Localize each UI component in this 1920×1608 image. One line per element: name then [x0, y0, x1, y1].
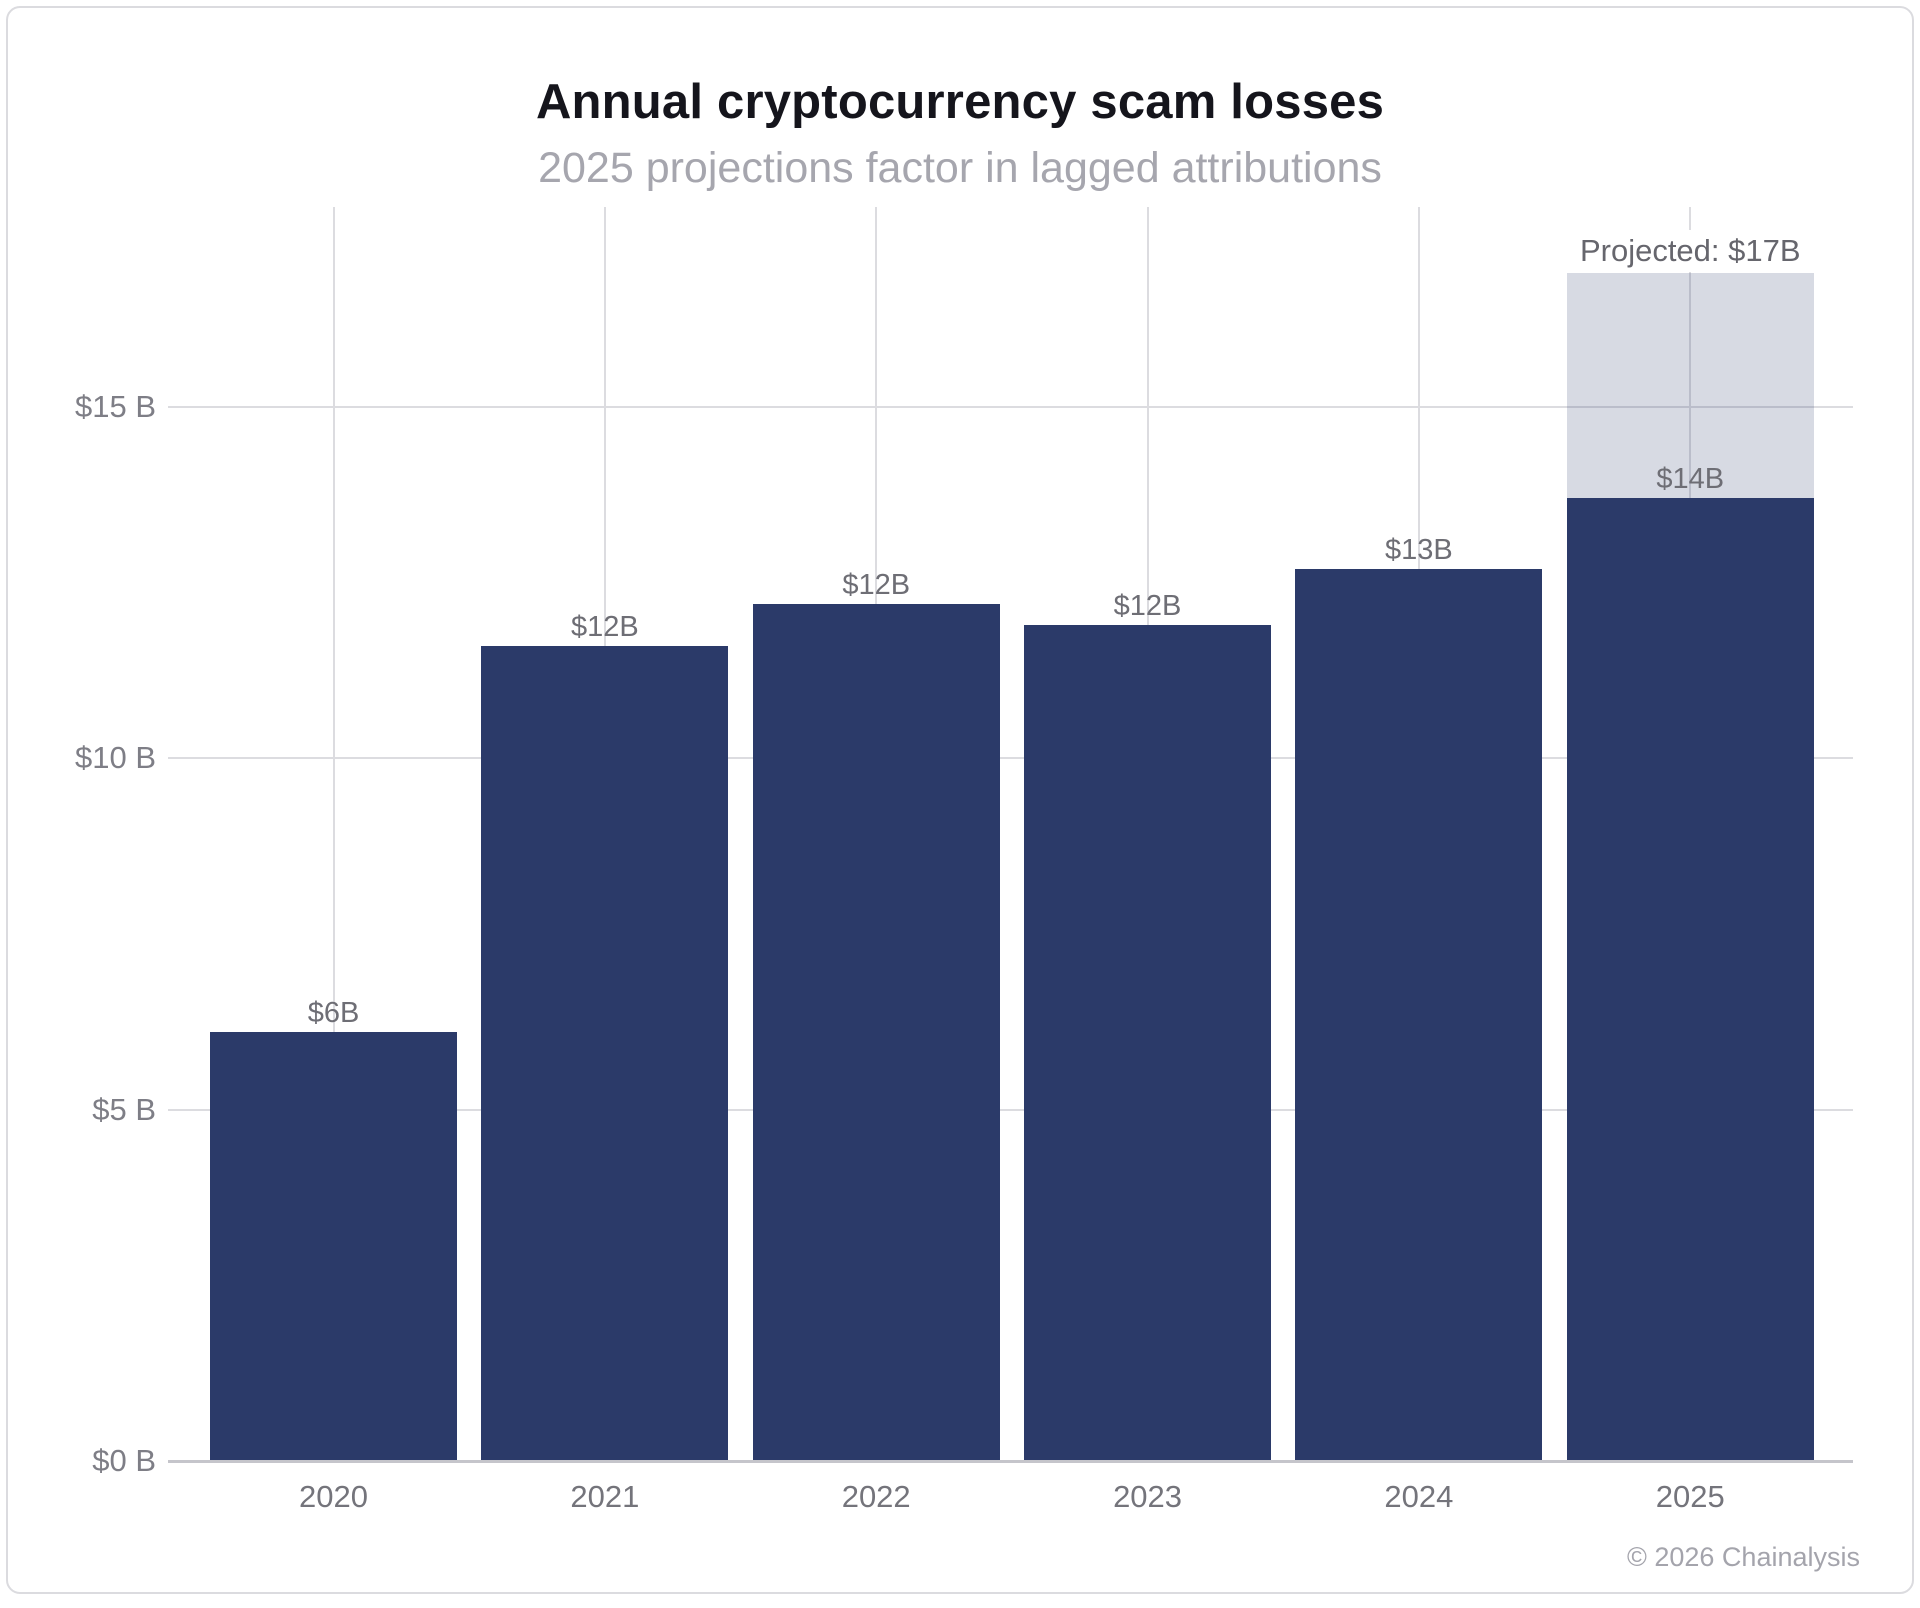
bar-2021	[481, 645, 729, 1460]
chart-subtitle: 2025 projections factor in lagged attrib…	[538, 144, 1382, 192]
footer-credit: © 2026 Chainalysis	[1626, 1542, 1860, 1572]
x-tick-label: 2020	[299, 1479, 368, 1514]
projected-bar-segment	[1566, 273, 1814, 499]
bar-value-label: $14B	[1656, 463, 1725, 496]
bar-2025	[1566, 498, 1814, 1460]
y-tick-label: $0 B	[92, 1443, 156, 1478]
projected-label: Projected: $17B	[1540, 230, 1841, 272]
h-gridline	[168, 405, 1853, 408]
x-tick-label: 2025	[1655, 1479, 1725, 1514]
bar-value-label: $12B	[842, 568, 911, 601]
bar-2024	[1295, 568, 1543, 1460]
bar-value-label: $12B	[1113, 589, 1182, 622]
plot-area: $0 B $5 B $10 B $15 B $6B 2020 $12B 2021 $12B 202…	[8, 8, 1920, 1608]
bar-2020	[210, 1032, 457, 1460]
x-tick-label: 2023	[1113, 1479, 1183, 1514]
v-gridline	[332, 207, 335, 1461]
bar-2023	[1024, 624, 1272, 1460]
y-tick-label: $10 B	[74, 740, 156, 776]
y-tick-label: $5 B	[92, 1091, 156, 1127]
h-gridline	[168, 757, 1853, 760]
y-tick-label: $15 B	[74, 388, 156, 424]
bar-value-label: $6B	[307, 997, 360, 1030]
chart-card: Annual cryptocurrency scam losses 2025 p…	[6, 6, 1914, 1594]
h-gridline	[168, 1108, 1853, 1111]
x-tick-label: 2024	[1384, 1479, 1454, 1514]
chart-title: Annual cryptocurrency scam losses	[535, 75, 1385, 129]
x-axis-line	[168, 1460, 1853, 1463]
bar-value-label: $13B	[1385, 533, 1453, 566]
x-tick-label: 2021	[570, 1479, 640, 1514]
bar-value-label: $12B	[570, 610, 639, 643]
bar-2022	[752, 603, 1000, 1460]
x-tick-label: 2022	[841, 1479, 911, 1514]
